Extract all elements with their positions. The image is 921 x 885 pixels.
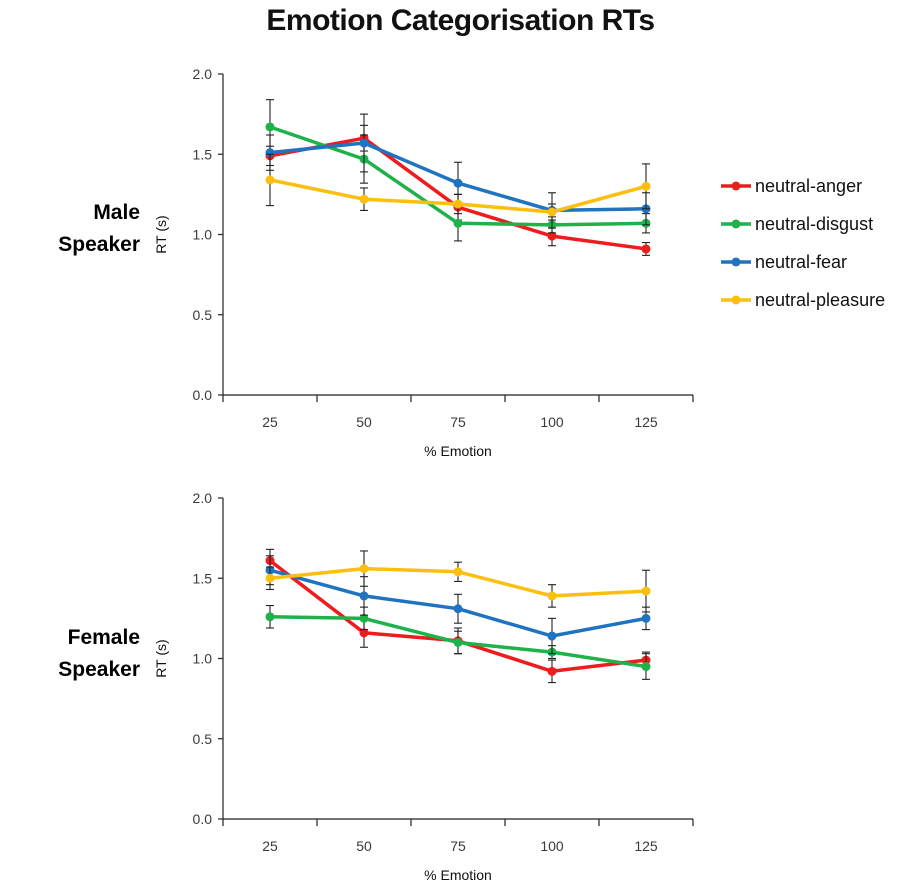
legend-marker-neutral-anger xyxy=(731,181,741,191)
data-point-neutral-pleasure xyxy=(453,199,463,209)
x-tick-label: 75 xyxy=(450,838,466,854)
data-point-neutral-pleasure xyxy=(641,181,651,191)
panel-label-male-speaker: Male Speaker xyxy=(20,197,140,261)
y-tick-label: 1.0 xyxy=(193,651,213,667)
x-tick-label: 100 xyxy=(540,838,564,854)
data-point-neutral-fear xyxy=(453,604,463,614)
y-tick-label: 2.0 xyxy=(193,66,213,82)
data-point-neutral-fear xyxy=(547,631,557,641)
x-tick-label: 25 xyxy=(262,838,278,854)
x-tick-label: 75 xyxy=(450,414,466,430)
data-point-neutral-disgust xyxy=(359,613,369,623)
y-tick-label: 1.0 xyxy=(193,227,213,243)
x-axis-title: % Emotion xyxy=(424,867,492,883)
x-tick-label: 100 xyxy=(540,414,564,430)
panel-label-line: Speaker xyxy=(58,658,140,681)
data-point-neutral-anger xyxy=(547,231,557,241)
data-point-neutral-pleasure xyxy=(547,207,557,217)
data-point-neutral-disgust xyxy=(265,612,275,622)
data-point-neutral-disgust xyxy=(265,122,275,132)
legend-marker-neutral-disgust xyxy=(731,219,741,229)
legend-label-neutral-disgust: neutral-disgust xyxy=(755,214,873,234)
x-tick-label: 50 xyxy=(356,838,372,854)
x-axis-title: % Emotion xyxy=(424,443,492,459)
x-tick-label: 50 xyxy=(356,414,372,430)
data-point-neutral-disgust xyxy=(453,218,463,228)
data-point-neutral-fear xyxy=(453,178,463,188)
legend-label-neutral-fear: neutral-fear xyxy=(755,252,847,272)
panel-label-female-speaker: Female Speaker xyxy=(20,622,140,686)
y-tick-label: 1.5 xyxy=(193,570,213,586)
y-tick-label: 2.0 xyxy=(193,490,213,506)
data-point-neutral-fear xyxy=(359,591,369,601)
x-tick-label: 125 xyxy=(634,414,658,430)
y-axis-title: RT (s) xyxy=(153,215,169,253)
y-tick-label: 0.5 xyxy=(193,307,213,323)
data-point-neutral-disgust xyxy=(641,662,651,672)
data-point-neutral-pleasure xyxy=(265,573,275,583)
data-point-neutral-anger xyxy=(359,628,369,638)
data-point-neutral-anger xyxy=(641,244,651,254)
y-tick-label: 0.0 xyxy=(193,387,213,403)
data-point-neutral-fear xyxy=(265,148,275,158)
chart-title: Emotion Categorisation RTs xyxy=(266,4,655,37)
data-point-neutral-anger xyxy=(547,666,557,676)
y-axis-title: RT (s) xyxy=(153,639,169,677)
data-point-neutral-pleasure xyxy=(359,564,369,574)
data-point-neutral-fear xyxy=(359,138,369,148)
x-tick-label: 25 xyxy=(262,414,278,430)
data-point-neutral-pleasure xyxy=(359,194,369,204)
panel-label-line: Male xyxy=(93,201,140,224)
legend-marker-neutral-fear xyxy=(731,257,741,267)
y-tick-label: 0.0 xyxy=(193,811,213,827)
legend-marker-neutral-pleasure xyxy=(731,295,741,305)
data-point-neutral-disgust xyxy=(453,637,463,647)
x-tick-label: 125 xyxy=(634,838,658,854)
y-tick-label: 0.5 xyxy=(193,731,213,747)
panel-label-line: Female xyxy=(67,626,140,649)
panel-label-line: Speaker xyxy=(58,233,140,256)
legend-label-neutral-pleasure: neutral-pleasure xyxy=(755,290,885,310)
data-point-neutral-pleasure xyxy=(547,591,557,601)
data-point-neutral-pleasure xyxy=(265,175,275,185)
y-tick-label: 1.5 xyxy=(193,146,213,162)
legend-label-neutral-anger: neutral-anger xyxy=(755,176,862,196)
data-point-neutral-fear xyxy=(641,613,651,623)
data-point-neutral-pleasure xyxy=(641,586,651,596)
data-point-neutral-pleasure xyxy=(453,567,463,577)
